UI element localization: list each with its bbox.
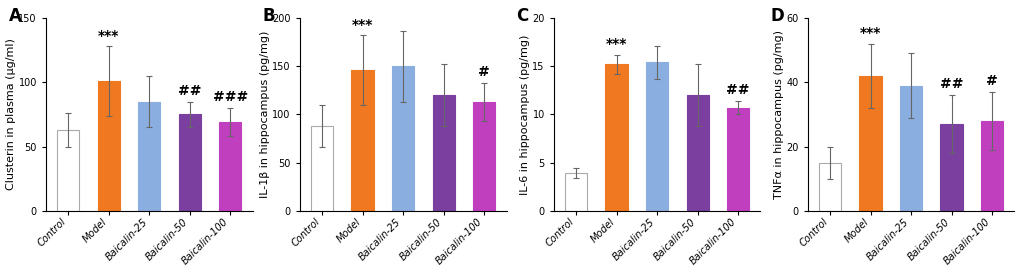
Bar <box>565 173 587 211</box>
Text: ##: ## <box>178 84 202 98</box>
Text: ***: *** <box>352 18 373 32</box>
Bar <box>391 66 414 211</box>
Bar <box>98 81 119 211</box>
Y-axis label: TNFα in hippocampus (pg/mg): TNFα in hippocampus (pg/mg) <box>772 30 783 199</box>
Text: ##: ## <box>726 83 749 97</box>
Text: ###: ### <box>212 90 248 104</box>
Text: ***: *** <box>859 26 880 40</box>
Text: C: C <box>516 7 528 24</box>
Bar <box>940 124 962 211</box>
Bar <box>645 63 667 211</box>
Bar <box>138 102 160 211</box>
Y-axis label: IL-1β in hippocampus (pg/mg): IL-1β in hippocampus (pg/mg) <box>259 31 269 198</box>
Bar <box>352 70 373 211</box>
Bar <box>432 95 454 211</box>
Bar <box>605 64 627 211</box>
Bar <box>178 115 201 211</box>
Bar <box>57 130 79 211</box>
Text: #: # <box>478 65 490 79</box>
Text: B: B <box>262 7 275 24</box>
Bar <box>473 102 495 211</box>
Text: ##: ## <box>938 77 962 91</box>
Text: ***: *** <box>605 37 627 51</box>
Bar <box>219 122 242 211</box>
Y-axis label: IL-6 in hippocampus (pg/mg): IL-6 in hippocampus (pg/mg) <box>519 34 529 195</box>
Bar <box>899 86 921 211</box>
Y-axis label: Clusterin in plasma (μg/ml): Clusterin in plasma (μg/ml) <box>5 39 15 190</box>
Bar <box>859 76 880 211</box>
Text: D: D <box>769 7 784 24</box>
Text: ***: *** <box>98 29 119 42</box>
Bar <box>980 121 1003 211</box>
Text: A: A <box>8 7 21 24</box>
Text: #: # <box>985 74 997 88</box>
Bar <box>686 95 708 211</box>
Bar <box>818 163 841 211</box>
Bar <box>311 126 333 211</box>
Bar <box>727 108 749 211</box>
